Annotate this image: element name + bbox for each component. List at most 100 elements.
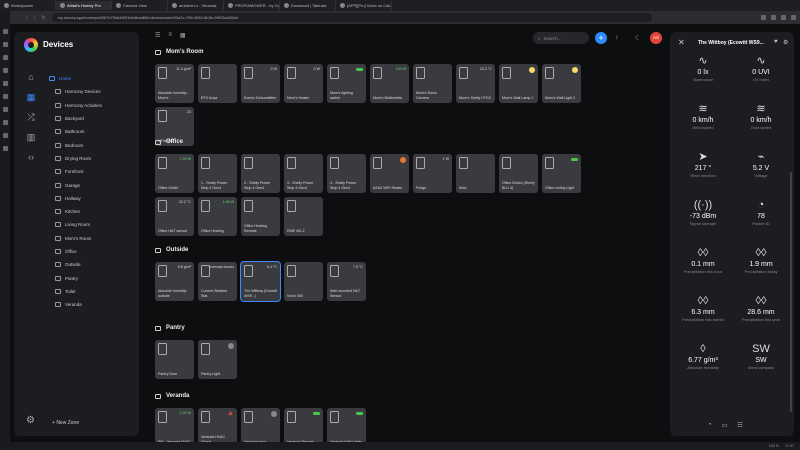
extension-icon[interactable] (781, 15, 786, 20)
url-field[interactable]: my.homey.app/homeys/6587b7f0ab0f2f1bb6ba… (51, 13, 652, 22)
extension-icon[interactable] (761, 15, 766, 20)
sidebar-zone-item[interactable]: Office (49, 245, 135, 258)
device-tile[interactable]: Pantry Light (198, 340, 237, 379)
rail-icon[interactable] (2, 68, 8, 73)
rail-icon[interactable] (2, 94, 8, 99)
device-tile[interactable]: 23 VThermo (155, 107, 194, 146)
sidebar-zone-item[interactable]: Harmony Activities (49, 99, 135, 112)
add-device-button[interactable]: + (595, 32, 607, 44)
back-icon[interactable]: ‹ (26, 14, 28, 21)
flows-icon[interactable]: ⤮ (27, 112, 35, 122)
capability-item[interactable]: ◔ 78 Packet ID (732, 198, 790, 226)
battery-icon[interactable]: ▭ (721, 423, 728, 429)
home-icon[interactable]: ⌂ (28, 72, 34, 82)
rail-icon[interactable] (2, 133, 8, 138)
power-button-icon[interactable] (271, 411, 277, 417)
sidebar-zone-item[interactable]: Pantry (49, 271, 135, 284)
device-tile[interactable]: 2 - Shelly Power Strip 4 Gen4 (241, 154, 280, 193)
dark-mode-icon[interactable]: ☾ (635, 35, 642, 42)
on-toggle-icon[interactable] (356, 412, 363, 415)
device-tile[interactable]: Office ceiling Light (542, 154, 581, 193)
device-tile[interactable]: 11.4 g/m³ Absolute humidity - Mom's (155, 64, 194, 103)
device-tile[interactable]: 4 - Shelly Power Strip 4 Gen4 (327, 154, 366, 193)
capability-item[interactable]: ◊◊ 1.9 mm Precipitation today (732, 246, 790, 274)
device-tile[interactable]: Veranda Remote (284, 408, 323, 447)
capability-item[interactable]: ∿ 0 lx Illuminance (674, 54, 732, 82)
device-tile[interactable]: 7.09 W Office Outlet (155, 154, 194, 193)
on-toggle-icon[interactable] (356, 68, 363, 71)
capability-item[interactable]: ⌁ 5.2 V Voltage (732, 150, 790, 178)
capability-item[interactable]: ◊◊ 6.3 mm Precipitation this month (674, 294, 732, 322)
sidebar-zone-item[interactable]: Veranda (49, 298, 135, 311)
rail-icon[interactable] (2, 146, 8, 151)
sidebar-zone-item[interactable]: Mom's Room (49, 232, 135, 245)
sidebar-zone-item[interactable]: Garage (49, 178, 135, 191)
device-tile[interactable]: overcast clouds Current Weather Stat. (198, 262, 237, 301)
device-tile[interactable]: 100 W Mom's Multimedia (370, 64, 409, 103)
rail-icon[interactable] (2, 29, 8, 34)
reload-icon[interactable]: ↻ (41, 14, 46, 21)
capability-item[interactable]: ∿ 0 UVI UV Index (732, 54, 790, 82)
device-tile[interactable]: iMac (456, 154, 495, 193)
rail-icon[interactable] (2, 42, 8, 47)
device-tile[interactable]: 1.98 W Office Heating (198, 197, 237, 236)
device-tile[interactable]: RTV Anya (198, 64, 237, 103)
capability-item[interactable]: ◊ 6.77 g/m³ Absolute humidity (674, 342, 732, 370)
device-tile[interactable]: Office Button (Shelly BLU 4) (499, 154, 538, 193)
sliders-icon[interactable]: ☷ (737, 423, 743, 429)
browser-tab[interactable]: Camera View (112, 1, 168, 10)
device-tile[interactable]: 22.2 °C Office H&T sensor (155, 197, 194, 236)
device-tile[interactable]: 7.5 °C Wall mounted H&T Sensor (327, 262, 366, 301)
device-tile[interactable]: 6.8 g/m³ Absolute humidity outside (155, 262, 194, 301)
on-toggle-icon[interactable] (313, 412, 320, 415)
code-icon[interactable]: ‹› (28, 152, 34, 162)
sidebar-zone-item[interactable]: Bathroom (49, 125, 135, 138)
rail-icon[interactable] (2, 120, 8, 125)
on-toggle-icon[interactable] (571, 158, 578, 161)
sidebar-zone-item[interactable]: Drying Room (49, 152, 135, 165)
sidebar-zone-item[interactable]: Outside (49, 258, 135, 271)
capability-item[interactable]: ◊◊ 0.1 mm Precipitation this hour (674, 246, 732, 274)
device-tile[interactable]: ▲ Veranda HVAC (Gree) (198, 408, 237, 447)
power-button-icon[interactable] (529, 67, 535, 73)
device-tile[interactable]: AZAX WiFi Heater (370, 154, 409, 193)
rail-icon[interactable] (2, 107, 8, 112)
sidebar-zone-item[interactable]: Hallway (49, 192, 135, 205)
device-tile[interactable]: Mom's Wall Lamp 1 (499, 64, 538, 103)
device-tile[interactable]: 1.00 W PM - Veranda HVAC (155, 408, 194, 447)
avatar[interactable]: AS (650, 32, 662, 44)
power-button-icon[interactable] (228, 343, 234, 349)
browser-tab[interactable]: Workspaces (0, 1, 56, 10)
sidebar-zone-item[interactable]: Bedroom (49, 138, 135, 151)
device-tile[interactable]: 1 W Fridge (413, 154, 452, 193)
capability-item[interactable]: ≋ 0 km/h Gust speed (732, 102, 790, 130)
device-tile[interactable]: RME 4XI-2 (284, 197, 323, 236)
capability-item[interactable]: ◊◊ 28.6 mm Precipitation this year (732, 294, 790, 322)
device-tile[interactable]: 3 - Shelly Power Strip 4 Gen4 (284, 154, 323, 193)
device-tile[interactable]: Mom's lighting switch (327, 64, 366, 103)
device-tile[interactable]: 0 W Mom's Heater (284, 64, 323, 103)
heart-icon[interactable]: ♥ (774, 39, 778, 45)
sidebar-zone-item[interactable]: Harmony Devices (49, 85, 135, 98)
sidebar-zone-item[interactable]: Backyard (49, 112, 135, 125)
power-button-icon[interactable] (400, 157, 406, 163)
device-tile[interactable]: Veranda lamp (241, 408, 280, 447)
device-tile[interactable]: Volvo V60 (284, 262, 323, 301)
device-tile[interactable]: 0 W Koenic Dehumidifier (241, 64, 280, 103)
settings-gear-icon[interactable]: ⚙ (26, 415, 35, 426)
capability-item[interactable]: ≋ 0 km/h Wind speed (674, 102, 732, 130)
capability-item[interactable]: SW SW Wind compass (732, 342, 790, 370)
rail-icon[interactable] (2, 55, 8, 60)
device-tile[interactable]: Pantry Door (155, 340, 194, 379)
sidebar-zone-item[interactable]: Toilet (49, 285, 135, 298)
compact-view-icon[interactable]: ≡ (168, 32, 172, 38)
grid-view-icon[interactable]: ▦ (179, 33, 186, 39)
device-tile[interactable]: Veranda Wall Lights (327, 408, 366, 447)
sidebar-zone-item[interactable]: Kitchen (49, 205, 135, 218)
browser-tab[interactable]: Athlai's Homey Pro (56, 1, 112, 10)
insights-icon[interactable]: ▥ (26, 132, 36, 142)
capability-item[interactable]: ➤ 217 ° Wind direction (674, 150, 732, 178)
browser-tab[interactable]: [APP][Pro] Voice on Call... (336, 1, 392, 10)
device-tile[interactable]: 23.2 °C Mom's Shelly HTG3 (456, 64, 495, 103)
browser-tab[interactable]: ambient.ru - Veranda (168, 1, 224, 10)
